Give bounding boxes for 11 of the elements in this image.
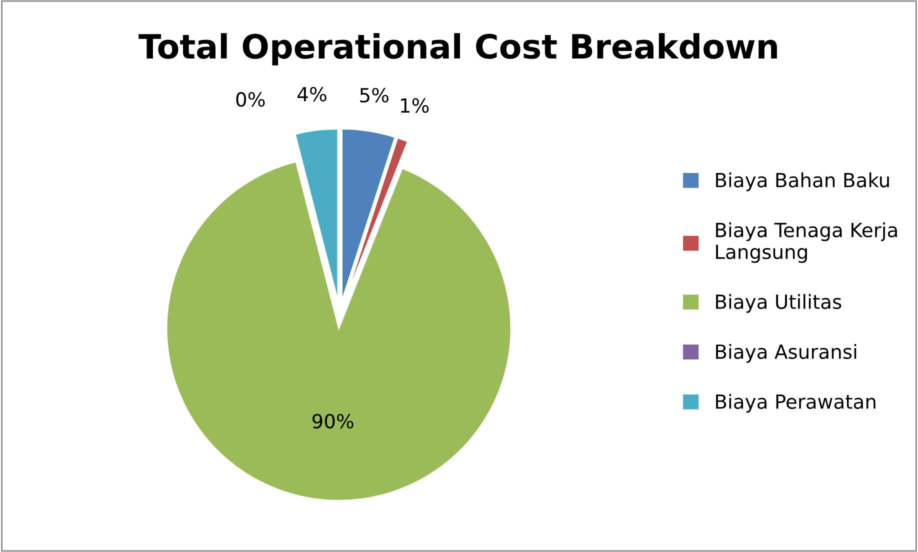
data-label: 5%: [360, 88, 388, 103]
legend-label: Biaya Utilitas: [716, 294, 842, 313]
legend-label: Biaya Perawatan: [716, 394, 876, 413]
data-label: 1%: [401, 98, 429, 113]
text: 0%: [236, 92, 265, 107]
legend-label: Biaya Asuransi: [716, 344, 856, 363]
legend-label: Biaya Tenaga Kerja Langsung: [716, 222, 897, 263]
legend-label: Biaya Bahan Baku: [716, 172, 889, 192]
chart-title: Total Operational Cost Breakdown: [138, 33, 777, 66]
data-label: 90%: [312, 414, 354, 429]
data-label: 4%: [298, 86, 326, 102]
